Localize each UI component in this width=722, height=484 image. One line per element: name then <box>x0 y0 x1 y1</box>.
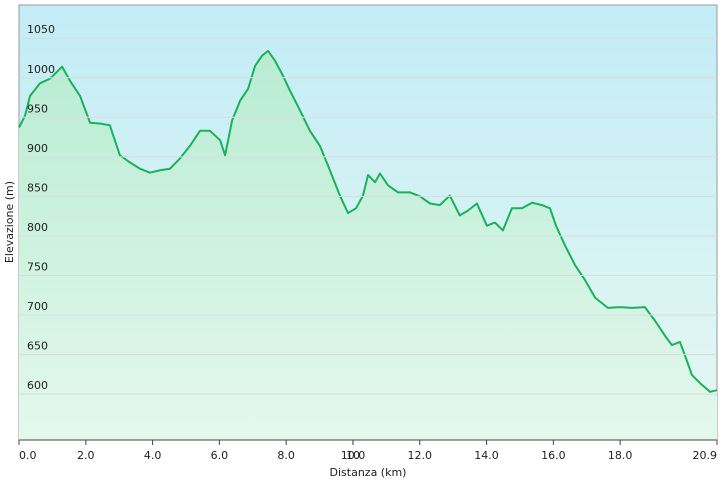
y-tick-label: 700 <box>27 300 48 313</box>
elevation-line <box>18 49 718 393</box>
x-tick-label: 18.0 <box>608 449 633 462</box>
x-tick-label: 12.0 <box>408 449 433 462</box>
x-tick-label: 14.0 <box>474 449 499 462</box>
y-tick-label: 950 <box>27 102 48 115</box>
y-tick-label: 650 <box>27 340 48 353</box>
x-tick-label: 0.0 <box>19 449 37 462</box>
y-tick-label: 850 <box>27 181 48 194</box>
elevation-area <box>19 50 717 441</box>
y-tick-label: 1050 <box>27 23 55 36</box>
y-tick-label: 900 <box>27 142 48 155</box>
y-tick-label: 1000 <box>27 63 55 76</box>
x-axis-label: Distanza (km) <box>330 466 407 479</box>
x-tick-label: 8.0 <box>277 449 295 462</box>
y-tick-label: 600 <box>27 379 48 392</box>
y-tick-label: 800 <box>27 221 48 234</box>
x-tick-label: 4.0 <box>144 449 162 462</box>
x-tick-label: 6.0 <box>211 449 229 462</box>
x-tick-label: 2.0 <box>77 449 95 462</box>
x-tick-label: 20.9 <box>693 449 718 462</box>
x-tick-label: 10.0 <box>341 449 366 462</box>
y-axis-label: Elevazione (m) <box>3 181 16 263</box>
x-tick-label: 10 <box>346 449 360 462</box>
x-tick-label: 16.0 <box>541 449 566 462</box>
y-tick-label: 750 <box>27 260 48 273</box>
